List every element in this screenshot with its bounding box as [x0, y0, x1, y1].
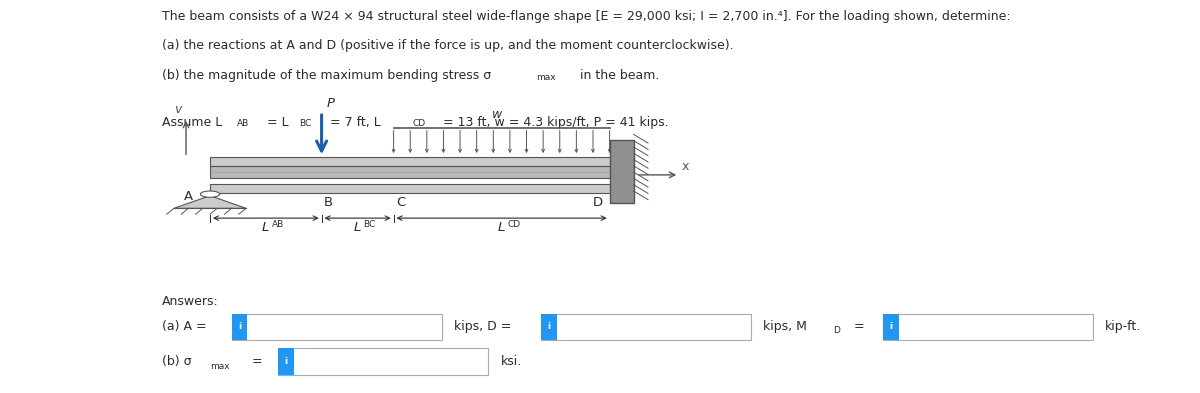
Text: D: D — [593, 196, 602, 209]
Text: B: B — [324, 196, 334, 209]
Text: =: = — [850, 320, 869, 334]
Text: Assume L: Assume L — [162, 116, 222, 129]
Polygon shape — [210, 184, 610, 193]
Text: Answers:: Answers: — [162, 295, 218, 308]
Text: i: i — [547, 323, 551, 331]
Text: kip-ft.: kip-ft. — [1105, 320, 1141, 334]
Text: (a) A =: (a) A = — [162, 320, 211, 334]
Text: in the beam.: in the beam. — [576, 69, 659, 82]
Text: i: i — [889, 323, 893, 331]
Text: = 7 ft, L: = 7 ft, L — [326, 116, 380, 129]
Polygon shape — [174, 196, 246, 208]
Polygon shape — [610, 140, 634, 203]
Text: kips, D =: kips, D = — [454, 320, 515, 334]
Text: x: x — [682, 160, 689, 173]
FancyBboxPatch shape — [541, 314, 557, 340]
Text: = L: = L — [264, 116, 289, 129]
Text: max: max — [536, 73, 556, 82]
Text: BC: BC — [364, 220, 376, 230]
Text: i: i — [284, 357, 288, 366]
FancyBboxPatch shape — [232, 314, 442, 340]
Text: (a) the reactions at A and D (positive if the force is up, and the moment counte: (a) the reactions at A and D (positive i… — [162, 39, 733, 52]
Text: ksi.: ksi. — [500, 355, 522, 368]
Text: P: P — [326, 97, 335, 110]
Polygon shape — [210, 166, 610, 178]
Text: kips, M: kips, M — [763, 320, 808, 334]
Text: CD: CD — [413, 119, 425, 128]
FancyBboxPatch shape — [278, 348, 488, 375]
FancyBboxPatch shape — [883, 314, 899, 340]
Text: The beam consists of a W24 × 94 structural steel wide-flange shape [E = 29,000 k: The beam consists of a W24 × 94 structur… — [162, 10, 1010, 23]
Text: C: C — [396, 196, 406, 209]
FancyBboxPatch shape — [232, 314, 247, 340]
FancyBboxPatch shape — [278, 348, 294, 375]
Polygon shape — [210, 157, 610, 166]
Text: CD: CD — [508, 220, 521, 230]
Text: D: D — [833, 326, 840, 334]
Text: AB: AB — [272, 220, 284, 230]
Text: v: v — [174, 103, 181, 116]
Text: L: L — [498, 221, 505, 234]
Text: BC: BC — [300, 119, 312, 128]
Text: i: i — [238, 323, 241, 331]
FancyBboxPatch shape — [541, 314, 751, 340]
Circle shape — [200, 191, 220, 197]
Text: L: L — [354, 221, 361, 234]
Text: max: max — [210, 362, 229, 371]
Text: (b) σ: (b) σ — [162, 355, 192, 368]
Text: w: w — [492, 108, 503, 121]
Text: (b) the magnitude of the maximum bending stress σ: (b) the magnitude of the maximum bending… — [162, 69, 491, 82]
Text: = 13 ft, w = 4.3 kips/ft, P = 41 kips.: = 13 ft, w = 4.3 kips/ft, P = 41 kips. — [439, 116, 668, 129]
FancyBboxPatch shape — [883, 314, 1093, 340]
Text: L: L — [262, 221, 270, 234]
Text: A: A — [184, 190, 193, 203]
Text: AB: AB — [238, 119, 250, 128]
Text: =: = — [248, 355, 268, 368]
